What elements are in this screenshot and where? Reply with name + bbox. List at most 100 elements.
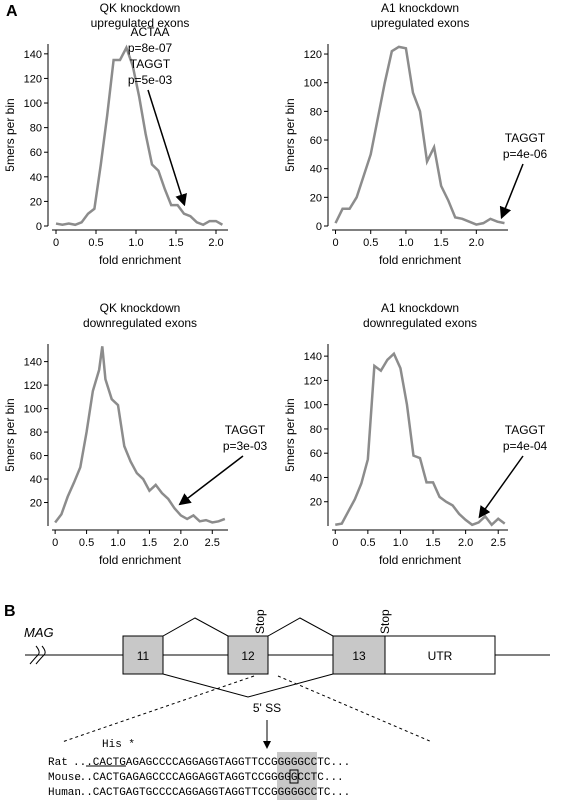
chart-title: QK knockdown (100, 301, 181, 315)
x-tick-label: 1.5 (168, 237, 183, 249)
y-tick-label: 80 (30, 427, 42, 439)
y-tick-label: 20 (310, 192, 322, 204)
y-tick-label: 140 (24, 49, 42, 61)
annotation: p=4e-04 (503, 439, 548, 453)
chart-title: upregulated exons (91, 16, 190, 30)
x-tick-label: 0.5 (79, 537, 94, 549)
x-tick-label: 0.5 (88, 237, 103, 249)
annotation: p=8e-07 (128, 41, 173, 55)
annotation: p=4e-06 (503, 147, 548, 161)
sequence: ...CACTGAGTGCCCCAGGAGGTAGGTTCCGGGGGCCTC.… (73, 787, 350, 799)
y-tick-label: 20 (310, 497, 322, 509)
stop-label: Stop (253, 609, 267, 634)
sequence: ...CACTGAGAGCCCCAGGAGGTAGGTCCGGGGGCCTC..… (73, 772, 344, 784)
exon-label: 12 (241, 649, 255, 663)
y-tick-label: 140 (304, 351, 322, 363)
y-tick-label: 80 (310, 106, 322, 118)
splice-junction (162, 673, 334, 698)
arrow (147, 89, 187, 207)
chart-title: upregulated exons (371, 16, 470, 30)
chart-title: A1 knockdown (381, 301, 459, 315)
x-tick-label: 0 (332, 237, 338, 249)
arrow (499, 163, 524, 220)
y-tick-label: 0 (316, 221, 322, 233)
species: Human (48, 787, 81, 799)
y-tick-label: 120 (24, 380, 42, 392)
x-tick-label: 2.0 (458, 537, 473, 549)
y-tick-label: 20 (30, 196, 42, 208)
break-mark (29, 645, 46, 665)
x-tick-label: 1.0 (128, 237, 143, 249)
y-tick-label: 40 (30, 172, 42, 184)
species: Rat (48, 757, 68, 769)
splice-junction (162, 617, 229, 637)
panel-label: B (4, 603, 16, 620)
box (289, 769, 299, 784)
x-tick-label: 1.0 (393, 537, 408, 549)
y-axis-label: 5mers per bin (283, 398, 297, 471)
data-line (54, 346, 226, 524)
y-tick-label: 40 (310, 164, 322, 176)
species: Mouse (48, 772, 81, 784)
y-tick-label: 60 (310, 448, 322, 460)
y-axis-label: 5mers per bin (283, 98, 297, 171)
panel-label: A (6, 3, 18, 20)
chart-title: downregulated exons (83, 316, 197, 330)
y-axis-label: 5mers per bin (3, 398, 17, 471)
x-tick-label: 0 (52, 537, 58, 549)
splice-junction (267, 617, 334, 637)
y-tick-label: 120 (304, 49, 322, 61)
utr (384, 635, 496, 675)
chart-title: A1 knockdown (381, 1, 459, 15)
data-line (55, 44, 224, 227)
stop-label: Stop (378, 609, 392, 634)
sequence: ...CACTGAGAGCCCCAGGAGGTAGGTTCCGGGGGCCTC.… (73, 757, 350, 769)
annotation: p=3e-03 (223, 439, 268, 453)
arrow (178, 455, 244, 506)
y-tick-label: 0 (36, 221, 42, 233)
x-tick-label: 2.0 (173, 537, 188, 549)
y-tick-label: 120 (304, 375, 322, 387)
x-tick-label: 2.5 (491, 537, 506, 549)
chart-title: QK knockdown (100, 1, 181, 15)
codon-label: His * (102, 739, 135, 751)
y-tick-label: 60 (30, 451, 42, 463)
x-axis-label: fold enrichment (379, 253, 462, 267)
arrow (478, 455, 524, 519)
x-tick-label: 2.5 (205, 537, 220, 549)
x-tick-label: 1.0 (110, 537, 125, 549)
zoom-line (277, 675, 433, 743)
zoom-line (61, 675, 255, 743)
y-tick-label: 40 (30, 474, 42, 486)
annotation: p=5e-03 (128, 73, 173, 87)
x-axis-label: fold enrichment (99, 253, 182, 267)
x-tick-label: 0.5 (360, 537, 375, 549)
x-axis-label: fold enrichment (99, 553, 182, 567)
exon-label: UTR (428, 649, 453, 663)
x-tick-label: 0 (53, 237, 59, 249)
data-line (334, 45, 505, 226)
exon-label: 13 (352, 649, 366, 663)
y-tick-label: 120 (24, 73, 42, 85)
y-tick-label: 80 (30, 123, 42, 135)
x-tick-label: 2.0 (469, 237, 484, 249)
exon-label: 11 (137, 649, 150, 663)
exon (227, 635, 269, 675)
y-tick-label: 100 (24, 404, 42, 416)
y-tick-label: 140 (24, 357, 42, 369)
y-axis-label: 5mers per bin (3, 98, 17, 171)
highlight (277, 752, 317, 800)
x-axis-label: fold enrichment (379, 553, 462, 567)
y-tick-label: 40 (310, 472, 322, 484)
y-tick-label: 80 (310, 424, 322, 436)
chart-title: downregulated exons (363, 316, 477, 330)
x-tick-label: 1.5 (142, 537, 157, 549)
exon (122, 635, 164, 675)
y-tick-label: 100 (304, 400, 322, 412)
